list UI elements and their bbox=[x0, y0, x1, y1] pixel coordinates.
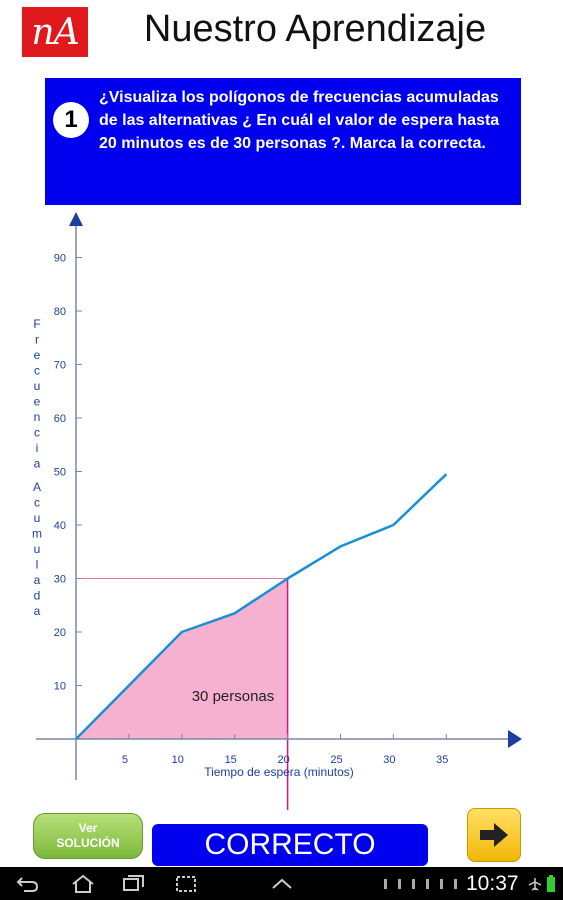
y-tick-label: 70 bbox=[54, 360, 66, 372]
y-axis-label-char: a bbox=[34, 457, 41, 471]
status-clock: 10:37 bbox=[466, 872, 519, 895]
y-axis-label-char: l bbox=[36, 558, 39, 572]
screenshot-icon[interactable] bbox=[175, 867, 197, 900]
y-axis-label-char: e bbox=[34, 395, 41, 409]
solucion-label: SOLUCIÓN bbox=[56, 836, 120, 850]
y-tick-label: 10 bbox=[54, 681, 66, 693]
y-tick-label: 30 bbox=[54, 574, 66, 586]
question-box: 1 ¿Visualiza los polígonos de frecuencia… bbox=[45, 78, 521, 205]
y-tick-label: 40 bbox=[54, 520, 66, 532]
app-logo: nA bbox=[22, 7, 88, 57]
x-tick-label: 5 bbox=[122, 754, 128, 766]
y-axis-label-char: u bbox=[34, 511, 41, 525]
y-tick-label: 80 bbox=[54, 306, 66, 318]
x-tick-label: 10 bbox=[172, 754, 184, 766]
ver-solucion-button[interactable]: Ver SOLUCIÓN bbox=[33, 813, 143, 859]
arrow-right-icon bbox=[480, 823, 508, 847]
x-tick-label: 20 bbox=[277, 754, 289, 766]
y-axis-label-char: i bbox=[36, 441, 39, 455]
shaded-area bbox=[76, 578, 288, 739]
y-axis-label-char: r bbox=[35, 333, 39, 347]
y-axis-label-char: a bbox=[34, 573, 41, 587]
series-line bbox=[75, 473, 448, 740]
y-axis-label-char: A bbox=[33, 480, 41, 494]
y-tick-label: 20 bbox=[54, 627, 66, 639]
x-tick-label: 15 bbox=[225, 754, 237, 766]
chevron-up-icon[interactable] bbox=[271, 867, 293, 900]
y-axis-label-char: a bbox=[34, 604, 41, 618]
y-axis-label-char: d bbox=[34, 589, 41, 603]
correcto-button[interactable]: CORRECTO bbox=[152, 824, 428, 866]
recent-apps-icon[interactable] bbox=[122, 867, 146, 900]
x-axis-arrow bbox=[508, 730, 522, 748]
x-tick-label: 30 bbox=[383, 754, 395, 766]
x-tick-label: 35 bbox=[436, 754, 448, 766]
notification-icons bbox=[382, 867, 462, 900]
y-axis-label-char: c bbox=[34, 426, 40, 440]
next-button[interactable] bbox=[467, 808, 521, 862]
y-axis-label-char: e bbox=[34, 348, 41, 362]
y-axis-label-char: F bbox=[33, 317, 40, 331]
y-tick-label: 90 bbox=[54, 253, 66, 265]
x-tick-label: 25 bbox=[330, 754, 342, 766]
y-axis-label-char: u bbox=[34, 542, 41, 556]
android-navigation-bar: 10:37 bbox=[0, 867, 563, 900]
y-axis-label-char: m bbox=[32, 527, 42, 541]
back-icon[interactable] bbox=[16, 867, 40, 900]
y-axis-label-char: u bbox=[34, 379, 41, 393]
ver-label: Ver bbox=[78, 821, 98, 835]
y-tick-label: 50 bbox=[54, 467, 66, 479]
question-text: ¿Visualiza los polígonos de frecuencias … bbox=[99, 89, 500, 152]
y-axis-label-char: n bbox=[34, 410, 41, 424]
y-axis-arrow bbox=[69, 212, 83, 226]
x-axis-label: Tiempo de espera (minutos) bbox=[204, 765, 354, 779]
battery-icon bbox=[545, 867, 557, 900]
y-axis-label-char: c bbox=[34, 364, 40, 378]
annotation-label: 30 personas bbox=[192, 688, 275, 705]
y-axis-label-char: c bbox=[34, 496, 40, 510]
page-title: Nuestro Aprendizaje bbox=[143, 8, 487, 50]
cumulative-frequency-chart: 10 20 30 40 50 60 70 80 90 5 10 15 20 25 30 35 30 pers… bbox=[32, 212, 522, 810]
question-number: 1 bbox=[53, 102, 89, 138]
home-icon[interactable] bbox=[70, 867, 96, 900]
y-tick-label: 60 bbox=[54, 413, 66, 425]
airplane-mode-icon bbox=[528, 867, 542, 900]
